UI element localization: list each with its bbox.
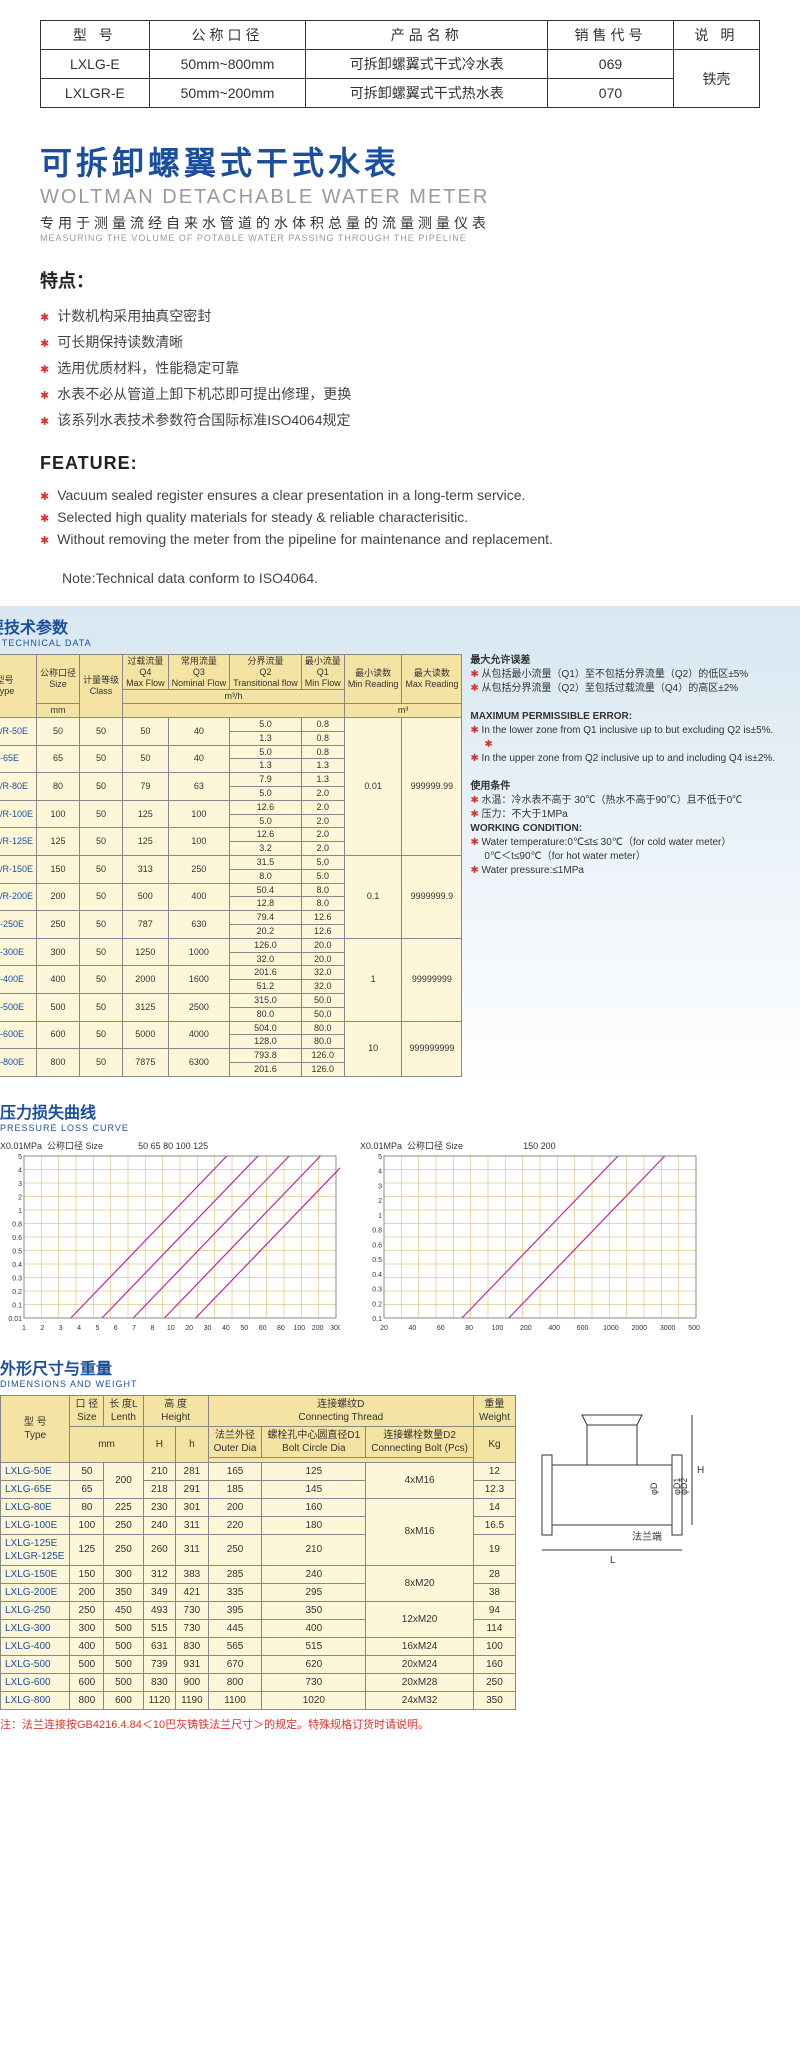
title-en: WOLTMAN DETACHABLE WATER METER [40, 186, 760, 209]
svg-text:1: 1 [18, 1208, 22, 1215]
subtitle-cn: 专用于测量流经自来水管道的水体积总量的流量测量仪表 [40, 213, 760, 233]
dimensions-note: 注：法兰连接按GB4216.4.84＜10巴灰铸铁法兰尺寸＞的规定。特殊规格订货… [0, 1716, 800, 1732]
svg-text:30: 30 [204, 1325, 212, 1332]
svg-text:10: 10 [167, 1325, 175, 1332]
svg-text:0.3: 0.3 [372, 1286, 382, 1293]
svg-text:H: H [697, 1465, 704, 1476]
svg-text:0.1: 0.1 [372, 1316, 382, 1323]
svg-text:4: 4 [18, 1167, 22, 1174]
th-desc: 说 明 [673, 21, 759, 50]
svg-text:2000: 2000 [631, 1325, 647, 1332]
svg-text:3: 3 [18, 1181, 22, 1188]
pressure-chart-2: X0.01MPa 公称口径 Size 150 200 0.10.20.30.40… [360, 1139, 700, 1335]
svg-text:1000: 1000 [603, 1325, 619, 1332]
svg-text:60: 60 [259, 1325, 267, 1332]
svg-text:50: 50 [240, 1325, 248, 1332]
svg-text:3: 3 [378, 1183, 382, 1190]
svg-text:5000: 5000 [688, 1325, 700, 1332]
svg-text:0.5: 0.5 [12, 1248, 22, 1255]
title-cn: 可拆卸螺翼式干式水表 [40, 138, 760, 184]
svg-text:0.01: 0.01 [8, 1316, 22, 1323]
svg-text:200: 200 [312, 1325, 324, 1332]
svg-text:0.3: 0.3 [12, 1275, 22, 1282]
svg-text:7: 7 [132, 1325, 136, 1332]
svg-text:2: 2 [40, 1325, 44, 1332]
subtitle-en: MEASURING THE VOLUME OF POTABLE WATER PA… [40, 233, 760, 243]
pressure-loss-section: 压力损失曲线 PRESSURE LOSS CURVE X0.01MPa 公称口径… [0, 1089, 800, 1345]
pressure-chart-1: X0.01MPa 公称口径 Size 50 65 80 100 125 0.01… [0, 1139, 340, 1335]
svg-text:20: 20 [380, 1325, 388, 1332]
svg-text:1: 1 [22, 1325, 26, 1332]
svg-text:2: 2 [378, 1198, 382, 1205]
product-code-table: 型 号 公称口径 产品名称 销售代号 说 明 LXLG-E 50mm~800mm… [40, 20, 760, 108]
th-model: 型 号 [41, 21, 150, 50]
meter-diagram: L H φD1 φD2 φD 法兰端 [532, 1395, 800, 1598]
svg-text:0.2: 0.2 [12, 1289, 22, 1296]
svg-text:3: 3 [59, 1325, 63, 1332]
svg-text:8: 8 [151, 1325, 155, 1332]
svg-text:φD: φD [649, 1482, 659, 1495]
svg-text:300: 300 [330, 1325, 340, 1332]
svg-text:0.5: 0.5 [372, 1257, 382, 1264]
features-cn-list: 计数机构采用抽真空密封可长期保持读数清晰选用优质材料，性能稳定可靠水表不必从管道… [40, 303, 760, 433]
svg-text:40: 40 [408, 1325, 416, 1332]
features-en-note: Note:Technical data conform to ISO4064. [40, 570, 760, 586]
svg-text:0.6: 0.6 [372, 1242, 382, 1249]
svg-text:600: 600 [577, 1325, 589, 1332]
features-en-list: Vacuum sealed register ensures a clear p… [40, 484, 760, 550]
svg-text:80: 80 [465, 1325, 473, 1332]
svg-text:4: 4 [378, 1168, 382, 1175]
svg-text:400: 400 [548, 1325, 560, 1332]
svg-text:100: 100 [492, 1325, 504, 1332]
svg-text:1: 1 [378, 1213, 382, 1220]
svg-text:2: 2 [18, 1194, 22, 1201]
svg-text:5: 5 [95, 1325, 99, 1332]
svg-text:0.4: 0.4 [12, 1262, 22, 1269]
th-dn: 公称口径 [149, 21, 306, 50]
svg-text:5: 5 [18, 1154, 22, 1161]
svg-text:3000: 3000 [660, 1325, 676, 1332]
svg-text:6: 6 [114, 1325, 118, 1332]
svg-text:40: 40 [222, 1325, 230, 1332]
tech-data-section: 主要技术参数 MAIN TECHNICAL DATA 型号Type公称口径Siz… [0, 606, 800, 1089]
dimensions-table: 型 号Type口 径Size长 度LLenth高 度Height连接螺纹DCon… [0, 1395, 516, 1710]
svg-text:0.8: 0.8 [12, 1221, 22, 1228]
svg-text:L: L [610, 1555, 616, 1566]
svg-text:5: 5 [378, 1154, 382, 1161]
svg-text:100: 100 [293, 1325, 305, 1332]
features-cn-title: 特点： [40, 267, 760, 293]
tech-data-table: 型号Type公称口径Size计量等级Class过载流量Q4Max Flow常用流… [0, 654, 462, 1077]
features-en-title: FEATURE: [40, 453, 760, 474]
th-code: 销售代号 [548, 21, 674, 50]
svg-text:20: 20 [185, 1325, 193, 1332]
th-name: 产品名称 [306, 21, 548, 50]
dimensions-section: 外形尺寸与重量 DIMENSIONS AND WEIGHT 型 号Type口 径… [0, 1345, 800, 1752]
svg-text:200: 200 [520, 1325, 532, 1332]
svg-text:0.8: 0.8 [372, 1227, 382, 1234]
svg-text:φD2: φD2 [679, 1477, 689, 1494]
error-info: 最大允许误差 从包括最小流量（Q1）至不包括分界流量（Q2）的低区±5% 从包括… [470, 654, 800, 1077]
svg-text:0.4: 0.4 [372, 1272, 382, 1279]
svg-text:法兰端: 法兰端 [632, 1530, 662, 1543]
svg-text:4: 4 [77, 1325, 81, 1332]
svg-text:60: 60 [437, 1325, 445, 1332]
svg-text:0.1: 0.1 [12, 1302, 22, 1309]
svg-text:0.6: 0.6 [12, 1235, 22, 1242]
svg-text:80: 80 [277, 1325, 285, 1332]
svg-text:0.2: 0.2 [372, 1301, 382, 1308]
